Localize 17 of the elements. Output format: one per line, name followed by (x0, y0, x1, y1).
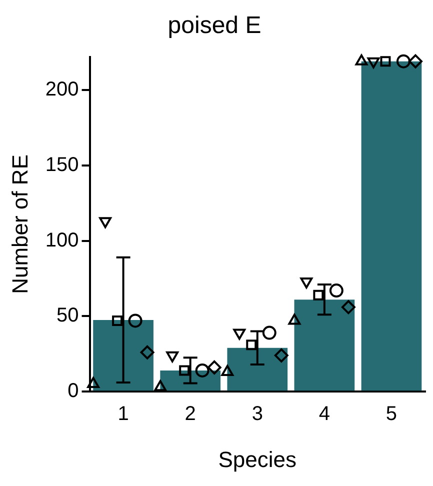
y-tick-label: 100 (45, 229, 79, 252)
y-axis-title: Number of RE (7, 154, 32, 294)
x-tick-label: 4 (318, 403, 330, 426)
chart-title: poised E (168, 12, 262, 40)
bar (361, 61, 422, 391)
y-tick-label: 150 (45, 154, 79, 176)
bar (93, 320, 154, 391)
y-tick-label: 200 (45, 78, 79, 100)
y-tick-label: 50 (56, 304, 79, 327)
x-tick-label: 2 (184, 403, 196, 426)
x-tick-label: 3 (252, 403, 263, 426)
x-axis-title: Species (218, 446, 297, 472)
x-tick-label: 5 (386, 403, 398, 426)
x-tick-label: 1 (118, 403, 129, 426)
bar (227, 348, 288, 391)
y-tick-label: 0 (68, 380, 79, 402)
bar (294, 300, 355, 391)
